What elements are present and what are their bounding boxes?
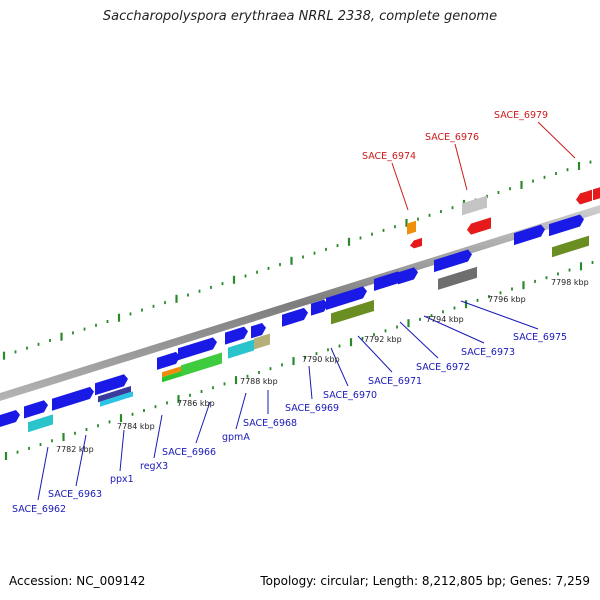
gene-feature-reverse: [593, 187, 600, 201]
gene-label: SACE_6971: [368, 376, 422, 387]
gene-feature-forward: [326, 286, 367, 310]
accession-label: Accession: NC_009142: [9, 574, 146, 588]
gene-feature-forward: [28, 414, 53, 433]
gene-label-reverse: SACE_6976: [425, 132, 479, 143]
gene-feature-forward: [398, 267, 418, 285]
leader-line: [460, 300, 539, 330]
gene-label: regX3: [140, 461, 168, 472]
scale-label: 7798 kbp: [551, 278, 589, 287]
gene-label: gpmA: [222, 432, 250, 443]
scale-label: 7784 kbp: [117, 422, 155, 431]
gene-feature-forward: [251, 322, 266, 339]
gene-feature-forward: [162, 370, 185, 383]
gene-features: [0, 187, 600, 433]
gene-label: SACE_6968: [243, 418, 297, 429]
gene-feature-forward: [311, 299, 328, 316]
gene-label: SACE_6970: [323, 390, 377, 401]
gene-feature-forward: [552, 235, 589, 258]
scale-label: 7794 kbp: [426, 315, 464, 324]
gene-feature-forward: [282, 307, 308, 327]
scale-label: 7790 kbp: [302, 355, 340, 364]
gene-feature-forward: [162, 365, 185, 378]
leader-line: [399, 321, 439, 359]
gene-label-reverse: SACE_6974: [362, 151, 416, 162]
leader-line: [235, 392, 247, 430]
gene-feature-forward: [374, 271, 402, 291]
gene-label: SACE_6963: [48, 489, 102, 500]
gene-feature-forward: [98, 385, 131, 403]
leader-line: [308, 365, 313, 400]
scale-label: 7792 kbp: [364, 335, 402, 344]
map-title: Saccharopolyspora erythraea NRRL 2338, c…: [102, 9, 498, 24]
leader-line: [153, 414, 163, 459]
gene-feature-forward: [24, 400, 48, 419]
gene-feature-forward: [52, 386, 94, 411]
gene-label: SACE_6969: [285, 403, 339, 414]
gene-label: SACE_6962: [12, 504, 66, 515]
gene-feature-reverse: [410, 237, 422, 249]
gene-feature-reverse: [467, 217, 491, 235]
gene-feature-reverse: [576, 189, 592, 205]
scale-label: 7786 kbp: [177, 399, 215, 408]
scale-label: 7782 kbp: [56, 445, 94, 454]
top-label-leaders: [391, 121, 576, 211]
gene-label: SACE_6966: [162, 447, 216, 458]
gene-feature-reverse: [407, 220, 416, 235]
gene-feature-forward: [157, 351, 180, 370]
bottom-scale-track: [4, 261, 594, 460]
gene-feature-forward: [100, 391, 133, 407]
gene-feature-forward: [225, 326, 248, 345]
genome-stats-label: Topology: circular; Length: 8,212,805 bp…: [260, 574, 590, 588]
leader-line: [357, 335, 393, 373]
gene-feature-forward: [178, 337, 217, 361]
gene-label: SACE_6975: [513, 332, 567, 343]
leader-line: [195, 401, 211, 444]
gene-feature-forward: [434, 249, 472, 273]
scale-label: 7788 kbp: [240, 377, 278, 386]
leader-line: [391, 162, 409, 211]
genome-axis: [0, 205, 600, 401]
gene-label: SACE_6973: [461, 347, 515, 358]
leader-line: [423, 315, 485, 344]
gene-feature-forward: [514, 224, 545, 246]
gene-feature-forward: [95, 374, 128, 396]
gene-feature-forward: [438, 266, 477, 290]
gene-feature-forward: [331, 299, 374, 325]
scale-labels: 7782 kbp 7784 kbp 7786 kbp 7788 kbp 7790…: [56, 278, 589, 454]
leader-line: [537, 121, 576, 159]
gene-feature-forward: [0, 409, 20, 427]
gene-feature-reverse: [462, 195, 487, 216]
gene-label: ppx1: [110, 474, 134, 485]
gene-feature-forward: [181, 352, 222, 377]
leader-line: [454, 143, 468, 191]
gene-label-reverse: SACE_6979: [494, 110, 548, 121]
leader-line: [330, 347, 349, 387]
leader-line: [75, 434, 87, 487]
leader-line: [119, 429, 125, 472]
leader-line: [37, 446, 49, 501]
bottom-label-leaders: [37, 300, 539, 501]
top-scale-track: [2, 160, 592, 360]
gene-feature-forward: [228, 339, 254, 359]
gene-label: SACE_6972: [416, 362, 470, 373]
gene-feature-forward: [549, 214, 584, 237]
scale-label: 7796 kbp: [488, 295, 526, 304]
gene-feature-forward: [254, 333, 270, 350]
gene-labels: SACE_6962 SACE_6963 ppx1 regX3 SACE_6966…: [12, 110, 567, 515]
